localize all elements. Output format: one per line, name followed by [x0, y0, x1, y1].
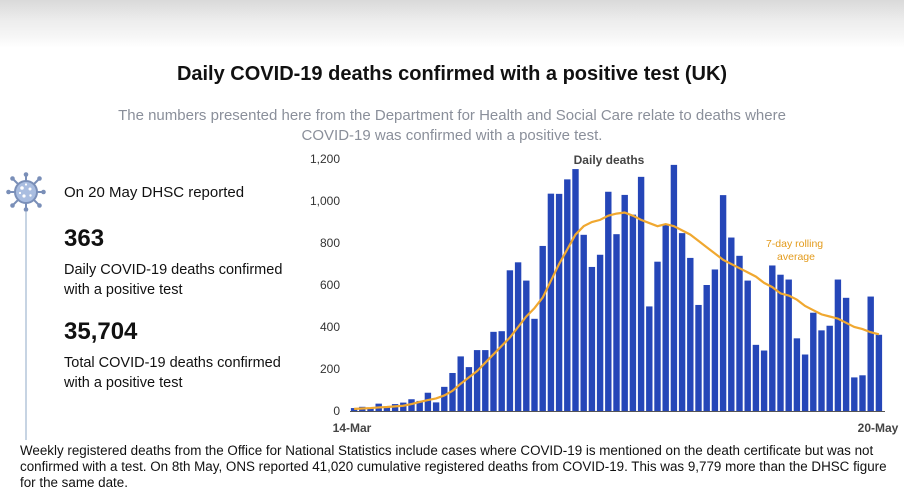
daily-deaths-bar: [555, 193, 563, 411]
daily-deaths-bar: [646, 306, 653, 411]
daily-deaths-bar: [875, 334, 883, 411]
daily-deaths-bar: [793, 338, 801, 411]
daily-deaths-bar: [818, 330, 825, 411]
rolling-average-line: [354, 211, 880, 410]
daily-deaths-bar: [719, 195, 727, 411]
x-start-label: 14-Mar: [333, 421, 372, 435]
chart-svg: 0 200 400 600 800 1,000 1,200 Daily deaths 7-d…: [310, 152, 899, 435]
daily-deaths-bar: [826, 325, 833, 411]
reported-label: On 20 May DHSC reported: [64, 184, 245, 201]
daily-deaths-chart: 0 200 400 600 800 1,000 1,200 Daily deaths 7-d…: [290, 148, 902, 443]
daily-deaths-bar: [736, 255, 743, 411]
y-tick-label: 600: [320, 278, 340, 292]
daily-deaths-bar: [547, 193, 555, 411]
daily-deaths-bar: [572, 169, 579, 411]
daily-deaths-bar: [580, 234, 587, 411]
daily-deaths-bar: [490, 331, 497, 411]
y-tick-label: 400: [320, 320, 340, 334]
y-tick-label: 800: [320, 236, 340, 250]
daily-deaths-bar: [752, 344, 760, 411]
ons-footnote: Weekly registered deaths from the Office…: [20, 443, 887, 490]
daily-deaths-bar: [760, 350, 768, 411]
daily-deaths-bar: [728, 237, 735, 411]
daily-deaths-bar: [687, 257, 694, 411]
daily-deaths-bar: [605, 191, 612, 411]
top-gradient-band: [0, 0, 904, 48]
daily-deaths-bar: [785, 279, 792, 411]
y-tick-label: 1,200: [310, 152, 340, 166]
daily-deaths-bar: [810, 312, 817, 411]
y-tick-label: 1,000: [310, 194, 340, 208]
daily-deaths-bar: [473, 350, 481, 411]
daily-deaths-bar: [834, 279, 842, 411]
daily-deaths-bar: [514, 262, 522, 411]
daily-deaths-description: Daily COVID-19 deaths confirmed with a p…: [64, 262, 283, 298]
daily-deaths-bar: [564, 179, 571, 411]
daily-deaths-bar: [629, 214, 637, 411]
daily-deaths-bar: [367, 407, 374, 411]
daily-deaths-bar: [678, 233, 686, 411]
daily-deaths-bar: [482, 350, 489, 411]
x-end-label: 20-May: [858, 421, 899, 435]
daily-deaths-bar: [588, 266, 596, 411]
daily-deaths-value: 363: [64, 225, 105, 252]
daily-deaths-bar: [539, 245, 546, 411]
daily-deaths-bar: [711, 269, 719, 411]
y-tick-label: 0: [333, 404, 340, 418]
daily-deaths-bar: [842, 297, 850, 411]
daily-deaths-bar: [654, 261, 661, 411]
daily-deaths-bar: [432, 402, 440, 411]
daily-deaths-bar: [637, 176, 645, 411]
daily-deaths-bar: [851, 377, 858, 411]
daily-deaths-bar: [506, 270, 514, 411]
daily-deaths-bar: [531, 318, 538, 411]
daily-deaths-bar: [867, 296, 874, 411]
daily-deaths-bar: [744, 280, 751, 411]
rolling-average-label: 7-day rolling average: [766, 238, 826, 263]
daily-deaths-bar: [801, 354, 809, 411]
daily-deaths-bar: [859, 375, 866, 411]
daily-deaths-bar: [703, 285, 710, 411]
daily-deaths-bar: [350, 408, 358, 411]
daily-deaths-bar: [424, 392, 432, 411]
daily-deaths-bar: [613, 234, 620, 411]
daily-deaths-bar: [383, 406, 391, 411]
daily-deaths-bar: [670, 164, 678, 411]
chart-title: Daily COVID-19 deaths confirmed with a p…: [176, 63, 728, 85]
daily-deaths-bar: [596, 254, 604, 411]
series-label: Daily deaths: [574, 153, 645, 167]
total-deaths-description: Total COVID-19 deaths confirmed with a p…: [64, 355, 281, 391]
daily-deaths-bar: [391, 404, 399, 411]
chart-subtitle: The numbers presented here from the Depa…: [118, 107, 786, 144]
daily-deaths-bar: [498, 331, 505, 411]
daily-deaths-bar: [662, 224, 669, 411]
total-deaths-value: 35,704: [64, 318, 138, 345]
daily-deaths-bar: [441, 386, 448, 411]
summary-divider: [25, 212, 27, 440]
y-tick-label: 200: [320, 362, 340, 376]
daily-deaths-bar: [769, 265, 776, 411]
daily-deaths-bar: [621, 194, 628, 411]
virus-icon: [6, 172, 46, 212]
daily-deaths-bar: [523, 280, 530, 411]
daily-deaths-bar: [416, 400, 423, 411]
daily-deaths-bar: [465, 367, 473, 411]
daily-deaths-bar: [777, 274, 784, 411]
daily-deaths-bar: [695, 304, 702, 411]
